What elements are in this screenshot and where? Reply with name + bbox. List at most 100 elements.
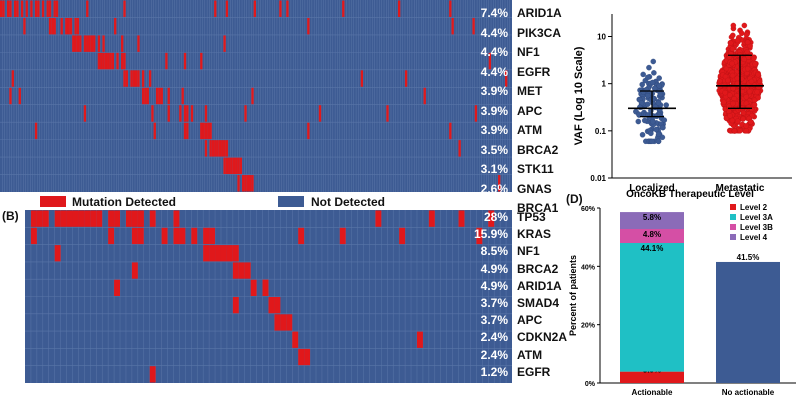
- mutation-cell: [18, 87, 21, 105]
- mutation-cell: [6, 0, 10, 17]
- mutation-cell: [286, 314, 293, 331]
- mutation-cell: [30, 210, 37, 227]
- no-actionable-label: 41.5%: [737, 253, 760, 262]
- mutation-cell: [108, 227, 115, 245]
- row-percent: 7.4%: [480, 6, 508, 20]
- vaf-point: [649, 138, 655, 145]
- row-gene: ARID1A: [517, 278, 562, 293]
- mutation-cell: [37, 0, 40, 17]
- row-percent: 3.1%: [480, 162, 508, 176]
- mutation-cell: [232, 297, 239, 314]
- mutation-cell: [132, 70, 135, 87]
- legend-label: Level 3A: [740, 213, 773, 222]
- mutation-cell: [65, 17, 68, 35]
- mutation-cell: [232, 262, 239, 279]
- row-gene: NF1: [517, 244, 540, 259]
- mutation-cell: [86, 35, 89, 52]
- mutation-cell: [200, 122, 203, 140]
- bar-no-actionable: [716, 261, 780, 383]
- mutation-cell: [242, 175, 245, 192]
- mutation-cell: [30, 0, 33, 17]
- chart-title: OncoKB Therapeutic Level: [626, 189, 754, 200]
- mutation-cell: [183, 105, 187, 122]
- mutation-cell: [74, 17, 77, 35]
- row-gene: APC: [517, 313, 543, 328]
- mutation-cell: [76, 17, 80, 35]
- mutation-cell: [78, 210, 85, 227]
- mutation-cell: [13, 0, 17, 17]
- mutation-cell: [114, 210, 121, 227]
- vaf-point: [727, 92, 733, 98]
- heatmap-b-marks: [25, 210, 512, 383]
- mutation-cell: [130, 70, 133, 87]
- mutation-cell: [66, 210, 73, 227]
- mutation-cell: [209, 122, 212, 140]
- mutation-cell: [2, 0, 5, 17]
- vaf-point: [731, 128, 738, 134]
- mutation-cell: [360, 70, 364, 87]
- mutation-cell: [137, 210, 144, 227]
- bar-segment: [620, 229, 684, 243]
- mutation-cell: [97, 52, 101, 70]
- mutation-cell: [131, 262, 138, 279]
- mutation-cell: [107, 52, 110, 70]
- mutation-cell: [307, 122, 310, 140]
- mutation-cell: [226, 245, 233, 262]
- mutation-cell: [225, 157, 229, 175]
- mutation-cell: [262, 279, 269, 296]
- vaf-point: [727, 113, 733, 119]
- mutation-cell: [74, 35, 77, 52]
- mutation-cell: [251, 87, 254, 105]
- mutation-cell: [230, 157, 233, 175]
- mutation-cell: [97, 35, 101, 52]
- row-percent: 8.5%: [480, 244, 508, 259]
- mutation-cell: [203, 245, 210, 262]
- mutation-cell: [41, 0, 45, 17]
- vaf-point: [729, 60, 735, 67]
- row-percent: 4.4%: [480, 64, 508, 79]
- row-gene: PIK3CA: [517, 25, 562, 40]
- mutation-cell: [209, 245, 216, 262]
- mutation-cell: [474, 105, 478, 122]
- mutation-cell: [167, 105, 170, 122]
- mutation-cell: [125, 210, 132, 227]
- mutation-cell: [449, 122, 452, 140]
- row-gene: CDKN2A: [517, 330, 568, 345]
- row-gene: SMAD4: [517, 296, 560, 310]
- row-gene: ARID1A: [517, 6, 562, 20]
- mutation-cell: [200, 52, 203, 70]
- y-axis-label: VAF (Log 10 Scale): [573, 46, 585, 145]
- vaf-point: [729, 72, 736, 79]
- row-percent: 2.6%: [480, 181, 508, 196]
- row-percent: 4.4%: [480, 25, 508, 40]
- mutation-cell: [235, 157, 238, 175]
- mutation-cell: [54, 210, 61, 227]
- vaf-point: [639, 131, 646, 138]
- mutation-cell: [149, 210, 156, 227]
- mutation-cell: [141, 87, 145, 105]
- vaf-point: [740, 110, 747, 116]
- row-percent: 4.4%: [480, 45, 508, 59]
- vaf-point: [635, 118, 642, 125]
- mutation-cell: [232, 245, 239, 262]
- row-percent: 3.5%: [480, 142, 508, 157]
- mutation-cell: [46, 0, 49, 17]
- mutation-cell: [60, 17, 63, 35]
- mutation-cell: [253, 0, 256, 17]
- mutation-cell: [488, 52, 492, 70]
- mutation-cell: [158, 87, 161, 105]
- mutation-cell: [165, 52, 168, 70]
- mutation-cell: [53, 0, 56, 17]
- vaf-point: [663, 102, 669, 108]
- mutation-cell: [161, 227, 168, 245]
- row-gene: ATM: [517, 347, 543, 362]
- y-axis-label: Percent of patients: [568, 255, 578, 336]
- mutation-cell: [375, 210, 382, 227]
- legend-label: Level 2: [740, 203, 768, 212]
- mutation-cell: [279, 0, 282, 17]
- mutation-cell: [498, 175, 501, 192]
- mutation-cell: [48, 17, 52, 35]
- mutation-cell: [211, 140, 215, 157]
- row-percent: 3.9%: [480, 123, 508, 137]
- vaf-point: [743, 123, 749, 129]
